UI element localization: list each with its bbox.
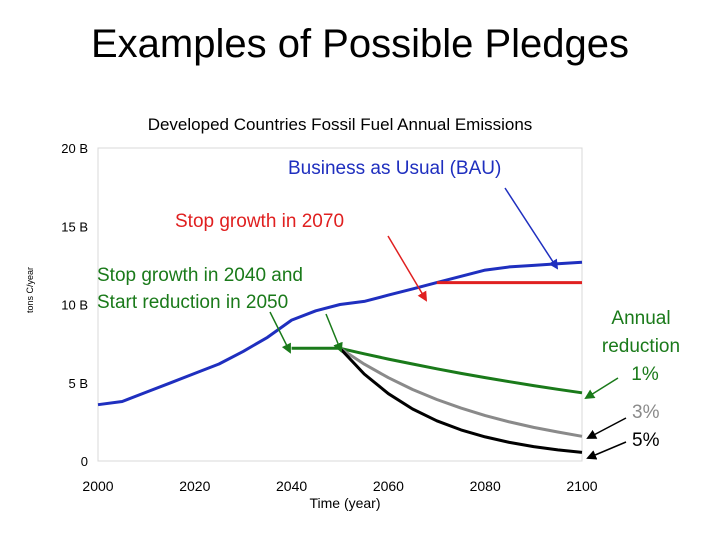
annotation-stop2040-line2: Start reduction in 2050 [97,292,288,313]
slide-title: Examples of Possible Pledges [90,22,630,66]
y-tick-label: 15 B [61,219,88,234]
y-tick-label: 10 B [61,298,88,313]
annotation-stop2070: Stop growth in 2070 [175,211,344,232]
x-tick-label: 2020 [179,478,210,494]
y-tick-label: 0 [81,454,88,469]
x-tick-label: 2000 [82,478,113,494]
annotation-annual-line3: 1% [631,364,659,385]
arrow-3pct [586,417,627,439]
y-axis-label: tons C/year [25,267,35,313]
arrow-stop2070 [387,235,428,302]
series-line-bau [97,260,583,407]
x-tick-label: 2040 [276,478,307,494]
annotation-bau: Business as Usual (BAU) [288,158,501,179]
series-line-reduce5 [338,347,583,454]
y-tick-label: 5 B [68,376,88,391]
x-tick-label: 2100 [566,478,597,494]
annotation-5pct: 5% [632,430,660,451]
series-line-reduce1 [339,346,583,395]
chart-title: Developed Countries Fossil Fuel Annual E… [148,115,533,134]
annotation-annual-line1: Annual [611,308,670,329]
arrow-1pct [584,377,619,400]
x-tick-label: 2060 [373,478,404,494]
arrow-bau [504,187,559,270]
series-line-reduce3 [339,347,583,438]
arrow-stop2040 [269,311,291,354]
annotation-stop2040-line1: Stop growth in 2040 and [97,265,303,286]
y-tick-label: 20 B [61,141,88,156]
arrow-5pct [586,441,627,460]
arrow-reduction-start [325,313,343,353]
annotation-annual-line2: reduction [602,336,680,357]
x-tick-label: 2080 [470,478,501,494]
x-axis-label: Time (year) [309,495,380,511]
annotation-3pct: 3% [632,402,660,423]
